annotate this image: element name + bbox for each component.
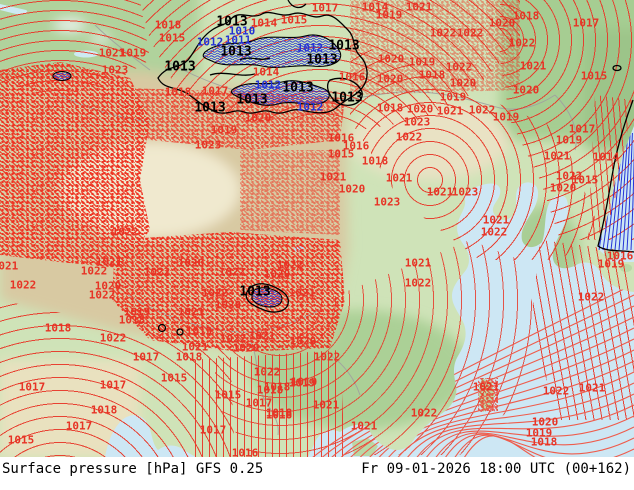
pressure-map: 1013 1013 1013 1013 1013 1013 1013 1013 1013 1013…	[0, 0, 634, 457]
caption-parameter: Surface pressure [hPa] GFS 0.25	[2, 461, 264, 477]
japan-low-isobars	[598, 126, 634, 251]
contour-overlay	[52, 0, 634, 457]
caption-valid-time: Fr 09-01-2026 18:00 UTC (00+162)	[361, 461, 631, 477]
isobar-1013-black	[157, 0, 634, 336]
caption-bar: Surface pressure [hPa] GFS 0.25 Fr 09-01…	[0, 457, 634, 490]
low-pressure-fills	[52, 34, 342, 308]
sea-isobars	[311, 283, 634, 457]
